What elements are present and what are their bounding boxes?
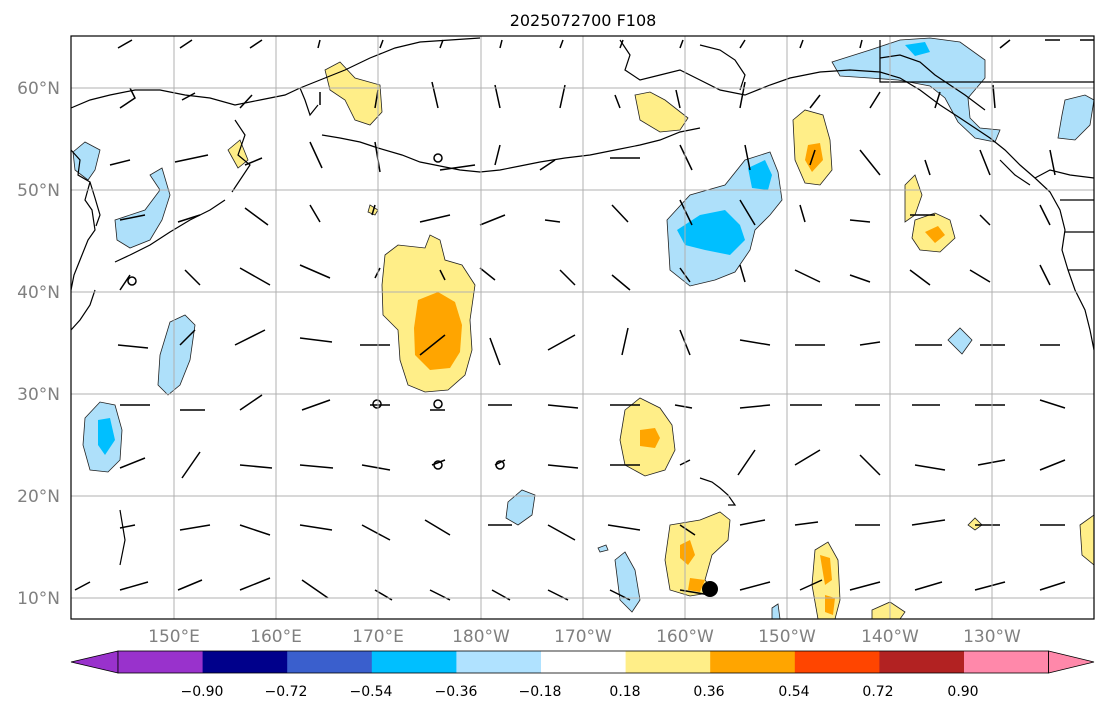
colorbar-segment <box>625 651 711 673</box>
colorbar-segment <box>371 651 457 673</box>
lat-label: 50°N <box>17 181 60 201</box>
colorbar-tick-label: 0.18 <box>609 684 640 700</box>
lon-label: 160°E <box>250 627 302 647</box>
colorbar-tick-labels: −0.90 −0.72 −0.54 −0.36 −0.18 0.18 0.36 … <box>181 684 979 700</box>
colorbar-segment <box>118 651 204 673</box>
colorbar-tick-label: 0.90 <box>947 684 978 700</box>
lat-label: 10°N <box>17 589 60 609</box>
lat-label: 40°N <box>17 283 60 303</box>
colorbar-segment <box>456 651 542 673</box>
map-title: 2025072700 F108 <box>510 11 657 30</box>
colorbar-segment <box>879 651 965 673</box>
colorbar-segment <box>287 651 373 673</box>
lon-label: 180°W <box>452 627 510 647</box>
lat-label: 20°N <box>17 487 60 507</box>
colorbar-segment <box>964 651 1050 673</box>
colorbar-tick-label: −0.72 <box>265 684 308 700</box>
lon-label: 130°W <box>963 627 1021 647</box>
colorbar-tick-label: −0.90 <box>181 684 224 700</box>
colorbar-extend-max <box>1048 650 1095 674</box>
colorbar-segment <box>710 651 796 673</box>
colorbar-tick-label: −0.54 <box>350 684 393 700</box>
colorbar-extend-min <box>70 650 119 674</box>
lon-label: 160°W <box>656 627 714 647</box>
longitude-labels: 150°E 160°E 170°E 180°W 170°W 160°W 150°… <box>148 627 1021 647</box>
colorbar-tick-label: −0.36 <box>435 684 478 700</box>
map-frame <box>70 35 1095 620</box>
lat-label: 30°N <box>17 385 60 405</box>
gridlines <box>71 36 1094 619</box>
lon-label: 170°W <box>554 627 612 647</box>
colorbar <box>70 650 1095 674</box>
colorbar-segment <box>202 651 288 673</box>
lon-label: 170°E <box>352 627 404 647</box>
positive-anomaly-shading <box>227 61 1094 619</box>
colorbar-segment <box>794 651 880 673</box>
location-marker <box>702 581 718 597</box>
colorbar-segment <box>541 651 627 673</box>
colorbar-frame <box>117 650 1049 674</box>
lat-label: 60°N <box>17 79 60 99</box>
lon-label: 150°E <box>148 627 200 647</box>
lon-label: 140°W <box>861 627 919 647</box>
colorbar-tick-label: 0.36 <box>693 684 724 700</box>
colorbar-tick-label: 0.54 <box>778 684 809 700</box>
lon-label: 150°W <box>758 627 816 647</box>
latitude-labels: 60°N 50°N 40°N 30°N 20°N 10°N <box>17 79 60 609</box>
colorbar-tick-label: 0.72 <box>862 684 893 700</box>
colorbar-tick-label: −0.18 <box>519 684 562 700</box>
